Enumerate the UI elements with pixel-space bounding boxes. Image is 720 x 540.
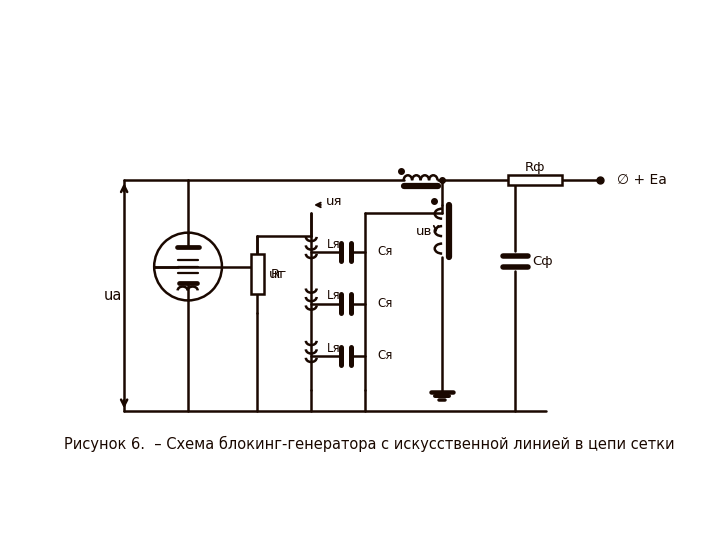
Text: Cя: Cя — [377, 245, 393, 259]
Text: Rф: Rф — [524, 161, 545, 174]
Text: uя: uя — [326, 195, 343, 208]
Text: uа: uа — [104, 288, 122, 303]
Text: Lя: Lя — [327, 238, 341, 251]
Bar — [508, 176, 562, 185]
Text: Cя: Cя — [377, 349, 393, 362]
Text: Lя: Lя — [327, 342, 341, 355]
Text: ∅ + Eа: ∅ + Eа — [617, 173, 667, 187]
Text: Рисунок 6.  – Схема блокинг-генератора с искусственной линией в цепи сетки: Рисунок 6. – Схема блокинг-генератора с … — [63, 436, 675, 452]
Bar — [251, 254, 264, 294]
Text: Lя: Lя — [327, 289, 341, 302]
Text: uг: uг — [269, 268, 284, 281]
Text: Cф: Cф — [532, 255, 553, 268]
Text: Cя: Cя — [377, 297, 393, 310]
Text: Rг: Rг — [271, 268, 287, 281]
Text: uв: uв — [415, 225, 432, 238]
